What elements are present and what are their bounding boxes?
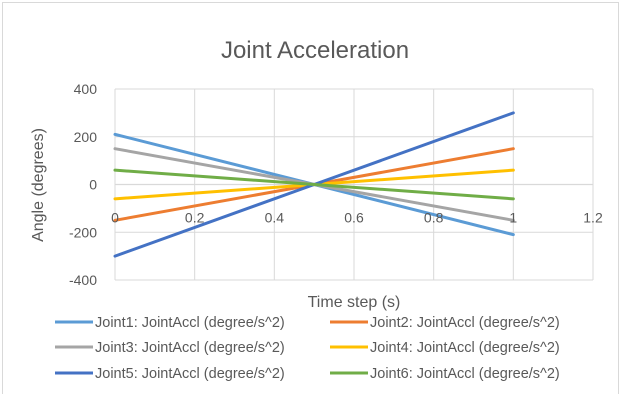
- tick-labels: 400 200 0 -200 -400 0 0.2 0.4 0.6 0.8 1 1.2: [69, 81, 603, 288]
- legend-label: Joint1: JointAccl (degree/s^2): [95, 315, 285, 331]
- x-tick-label: 0.2: [185, 210, 205, 226]
- series-lines: [113, 111, 515, 258]
- x-tick-label: 1: [509, 210, 517, 226]
- legend-label: Joint4: JointAccl (degree/s^2): [370, 340, 560, 356]
- axes: [114, 89, 593, 280]
- legend-item-joint5: Joint5: JointAccl (degree/s^2): [55, 366, 285, 382]
- legend-label: Joint3: JointAccl (degree/s^2): [95, 340, 285, 356]
- x-tick-label: 0.4: [265, 210, 285, 226]
- y-tick-label: -200: [69, 224, 97, 240]
- x-tick-label: 0.6: [344, 210, 364, 226]
- chart-title: Joint Acceleration: [221, 37, 409, 64]
- legend-item-joint3: Joint3: JointAccl (degree/s^2): [55, 340, 285, 356]
- legend-label: Joint2: JointAccl (degree/s^2): [370, 315, 560, 331]
- legend-item-joint6: Joint6: JointAccl (degree/s^2): [330, 366, 560, 382]
- legend-label: Joint6: JointAccl (degree/s^2): [370, 366, 560, 382]
- legend-item-joint2: Joint2: JointAccl (degree/s^2): [330, 315, 560, 331]
- legend-item-joint1: Joint1: JointAccl (degree/s^2): [55, 315, 285, 331]
- x-axis-label: Time step (s): [308, 294, 401, 311]
- legend-item-joint4: Joint4: JointAccl (degree/s^2): [330, 340, 560, 356]
- y-tick-label: 200: [74, 129, 98, 145]
- x-tick-label: 1.2: [583, 210, 603, 226]
- x-tick-label: 0: [111, 210, 119, 226]
- y-tick-label: -400: [69, 272, 97, 288]
- legend-label: Joint5: JointAccl (degree/s^2): [95, 366, 285, 382]
- x-tick-label: 0.8: [424, 210, 444, 226]
- y-tick-label: 0: [89, 177, 97, 193]
- legend: Joint1: JointAccl (degree/s^2) Joint2: Jo…: [55, 315, 560, 382]
- y-axis-label: Angle (degrees): [30, 128, 47, 242]
- y-tick-label: 400: [74, 81, 98, 97]
